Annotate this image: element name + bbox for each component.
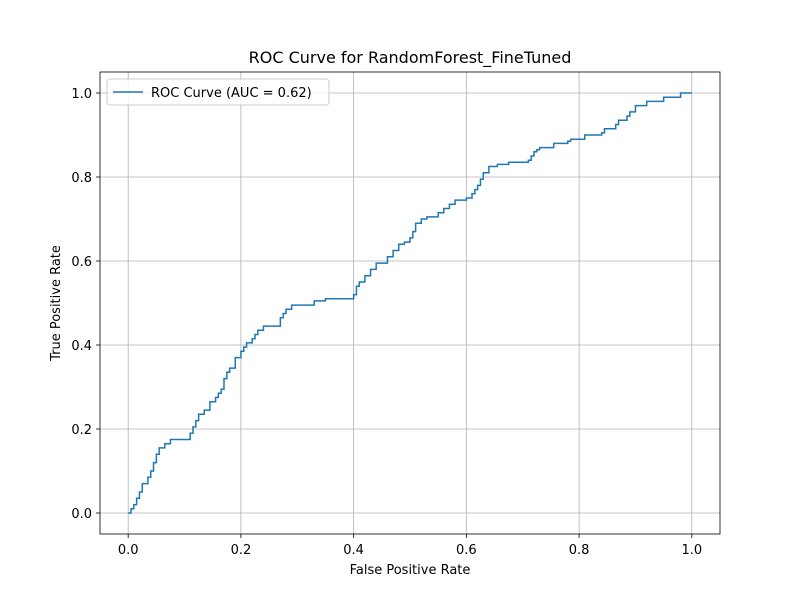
y-tick-label: 1.0 [71, 87, 92, 102]
series-layer [128, 92, 692, 514]
x-tick-label: 0.4 [343, 543, 364, 558]
axis-ticks: 0.0 0.2 0.4 0.6 0.8 1.0 0.0 0.2 0.4 0.6 0.8 1.0 [71, 87, 702, 558]
y-axis-label: True Positive Rate [49, 245, 64, 362]
x-tick-label: 1.0 [681, 543, 702, 558]
chart-title: ROC Curve for RandomForest_FineTuned [249, 48, 572, 68]
x-tick-label: 0.8 [569, 543, 590, 558]
y-tick-label: 0.4 [71, 339, 92, 354]
y-tick-label: 0.8 [71, 171, 92, 186]
y-tick-label: 0.2 [71, 423, 92, 438]
legend-box [106, 78, 330, 106]
x-tick-label: 0.6 [456, 543, 477, 558]
x-tick-label: 0.2 [231, 543, 252, 558]
x-tick-label: 0.0 [118, 543, 139, 558]
legend: ROC Curve (AUC = 0.62) [106, 78, 330, 106]
y-tick-label: 0.0 [71, 507, 92, 522]
grid-lines [100, 72, 720, 534]
x-axis-label: False Positive Rate [350, 563, 471, 578]
y-tick-label: 0.6 [71, 255, 92, 270]
plot-area-frame [99, 71, 721, 535]
legend-label: ROC Curve (AUC = 0.62) [151, 86, 312, 101]
roc-curve-line [128, 92, 692, 514]
